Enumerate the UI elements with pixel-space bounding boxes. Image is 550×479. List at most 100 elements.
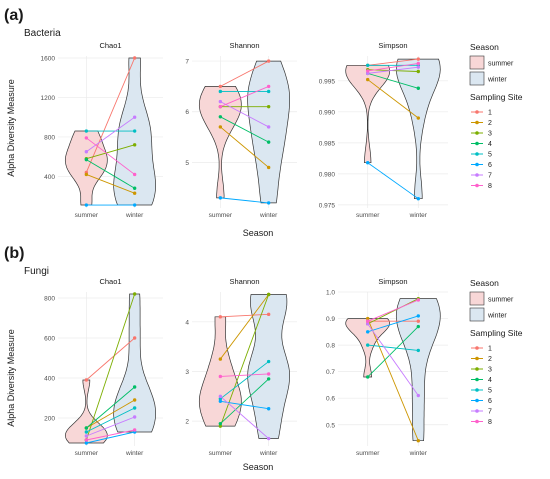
site-1-point [132,56,137,60]
y-tick-label: 3 [185,369,189,376]
y-tick-label: 6 [185,109,189,116]
ylabel-a: Alpha Diversity Measure [6,79,16,177]
site-6-point [266,407,271,411]
site-3-line [367,298,419,325]
site-2-point [416,438,420,443]
site-4-line [367,72,419,89]
site-6-line [367,315,419,333]
site-6-point [366,161,370,165]
site-8-point [84,136,89,140]
y-tick-label: 200 [44,416,55,423]
xlabel-a: Season [243,228,274,238]
site-legend-title: Sampling Site [470,92,523,102]
winter-violin [113,293,156,433]
site-7-line [367,66,419,74]
site-8-point [416,61,420,66]
site-legend-label: 2 [488,120,492,127]
site-4-line [367,326,419,378]
site-6-line [86,431,135,444]
site-3-point [218,424,223,428]
a-site-key-dot [475,141,479,146]
site-2-line [86,399,135,429]
site-5-point [266,359,271,364]
y-tick-label: 400 [44,376,55,383]
site-7-point [366,322,370,326]
a-site-key-dot [475,131,479,135]
site-5-point [132,129,137,133]
b-site-key-dot [475,419,479,424]
x-tick-label: summer [209,212,233,219]
site-6-point [416,314,420,318]
site-7-line [86,416,135,437]
facet-title: Chao1 [99,277,121,286]
y-tick-label: 0.980 [319,171,336,178]
y-tick-label: 5 [185,160,189,167]
site-6-line [367,162,419,200]
site-7-point [416,393,420,398]
site-4-line [86,386,135,429]
site-4-line [220,116,269,143]
site-4-point [84,426,89,430]
site-1-point [218,315,223,319]
site-1-point [218,84,223,89]
y-tick-label: 800 [44,296,55,303]
site-7-point [266,125,271,129]
site-6-point [416,196,420,201]
site-4-point [132,385,137,389]
x-tick-label: winter [409,450,428,457]
site-legend-label: 7 [488,409,492,416]
site-8-line [220,373,269,377]
site-legend-label: 1 [488,346,492,353]
x-tick-label: winter [125,212,144,219]
site-5-point [366,343,370,347]
site-8-point [366,69,370,73]
site-7-point [132,115,137,119]
facet-b-shannon: Shannon 2 3 4 summer winter [185,277,297,457]
site-5-point [132,406,137,410]
ylabel-b: Alpha Diversity Measure [6,329,16,427]
y-tick-label: 0.985 [319,140,336,147]
site-3-point [416,69,420,74]
site-3-point [266,104,271,109]
facet-a-shannon: Shannon 5 6 7 summer winter [185,41,297,219]
site-legend-label: 6 [488,398,492,405]
site-7-point [84,150,89,154]
site-legend-label: 4 [488,377,492,384]
site-8-line [367,62,419,72]
site-5-line [220,361,269,400]
site-2-point [132,398,137,402]
y-tick-label: 1600 [41,55,56,62]
site-1-line [367,58,419,66]
b-season-key-summer [469,291,485,306]
a-site-key-dot [475,162,479,167]
season-legend-label: summer [488,297,514,304]
site-4-point [416,324,420,329]
site-8-point [132,428,137,432]
y-tick-label: 0.6 [326,396,335,403]
site-7-line [367,323,419,396]
site-8-point [416,298,420,302]
site-2-line [367,79,419,119]
site-6-point [218,399,223,403]
site-7-point [218,99,223,104]
site-5-point [266,89,271,94]
site-2-point [366,77,370,82]
b-site-key-dot [475,409,479,413]
y-tick-label: 600 [44,336,55,343]
site-legend-label: 3 [488,367,492,374]
season-legend-label: winter [487,77,507,84]
site-5-line [86,407,135,433]
b-site-key-dot [475,346,479,350]
summer-violin [345,318,391,378]
site-7-line [220,395,269,439]
site-4-point [266,140,271,144]
site-5-point [218,89,223,94]
site-1-line [220,60,269,87]
panel-b-title: Fungi [24,266,49,277]
site-8-point [266,84,271,89]
site-5-line [367,344,419,351]
facet-a-simpson: Simpson 0.975 0.980 0.985 0.990 0.995 summer wi… [319,41,448,219]
site-4-point [366,375,370,379]
site-8-line [86,429,135,441]
y-tick-label: 0.8 [326,343,335,350]
